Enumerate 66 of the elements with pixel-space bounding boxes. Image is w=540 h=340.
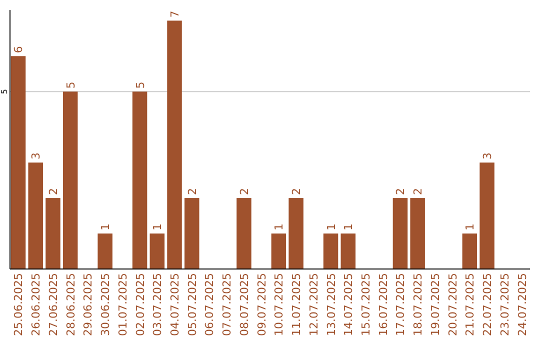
x-tick-label: 28.06.2025 — [64, 273, 78, 336]
x-tick-label: 06.07.2025 — [203, 273, 216, 336]
x-tick-label: 15.07.2025 — [359, 273, 372, 336]
bar — [62, 92, 78, 269]
data-label: 6 — [12, 46, 26, 54]
bar — [46, 198, 60, 269]
data-label: 2 — [46, 188, 60, 196]
x-tick-label: 03.07.2025 — [151, 273, 164, 336]
bar — [28, 162, 43, 269]
x-tick-label: 23.07.2025 — [498, 273, 512, 336]
x-tick-label: 12.07.2025 — [307, 273, 320, 336]
bar — [167, 20, 182, 269]
x-tick-label: 25.06.2025 — [12, 273, 26, 336]
x-tick-label: 08.07.2025 — [238, 273, 251, 336]
x-tick-label: 20.07.2025 — [446, 273, 460, 336]
x-tick-label: 10.07.2025 — [272, 273, 286, 336]
data-label: 3 — [30, 152, 43, 160]
bar — [392, 198, 408, 269]
x-tick-label: 29.06.2025 — [82, 273, 95, 336]
x-tick-label: 13.07.2025 — [324, 273, 338, 336]
bar — [340, 234, 356, 269]
data-label: 2 — [238, 188, 251, 196]
data-label: 5 — [64, 82, 78, 89]
x-tick-label: 21.07.2025 — [464, 273, 477, 336]
data-label: 3 — [481, 152, 494, 160]
bar — [184, 198, 200, 269]
bar — [480, 162, 494, 269]
bar — [288, 198, 304, 269]
x-tick-label: 24.07.2025 — [516, 273, 529, 336]
x-tick-label: 07.07.2025 — [220, 273, 234, 336]
data-label: 1 — [99, 224, 112, 231]
data-label: 1 — [342, 224, 356, 231]
bar — [410, 198, 425, 269]
x-tick-label: 18.07.2025 — [412, 273, 425, 336]
x-tick-label: 11.07.2025 — [290, 273, 304, 336]
data-label: 1 — [272, 224, 286, 231]
x-tick-label: 27.06.2025 — [46, 273, 60, 336]
x-tick-label: 14.07.2025 — [342, 273, 356, 336]
x-tick-label: 04.07.2025 — [168, 273, 182, 336]
x-tick-label: 16.07.2025 — [376, 273, 390, 336]
bar — [98, 234, 112, 269]
data-label: 2 — [394, 188, 408, 196]
bar — [132, 92, 148, 269]
bar — [323, 234, 338, 269]
x-tick-label: 02.07.2025 — [134, 273, 147, 336]
x-tick-label: 01.07.2025 — [116, 273, 130, 336]
bar — [271, 234, 286, 269]
bar — [236, 198, 252, 269]
data-label: 7 — [168, 10, 182, 18]
data-label: 1 — [151, 224, 164, 231]
data-label: 5 — [134, 82, 147, 89]
x-tick-label: 17.07.2025 — [394, 273, 408, 336]
data-label: 2 — [412, 188, 425, 196]
data-label: 1 — [324, 224, 338, 231]
bar — [462, 234, 478, 269]
data-label: 2 — [186, 188, 199, 196]
data-label: 2 — [290, 188, 304, 196]
x-tick-label: 09.07.2025 — [255, 273, 268, 336]
bar — [150, 234, 165, 269]
x-tick-label: 26.06.2025 — [30, 273, 43, 336]
x-tick-label: 30.06.2025 — [99, 273, 112, 336]
x-tick-label: 05.07.2025 — [186, 273, 199, 336]
bar — [10, 56, 26, 269]
x-tick-label: 19.07.2025 — [428, 273, 442, 336]
data-label: 1 — [464, 224, 477, 231]
x-tick-label: 22.07.2025 — [481, 273, 494, 336]
